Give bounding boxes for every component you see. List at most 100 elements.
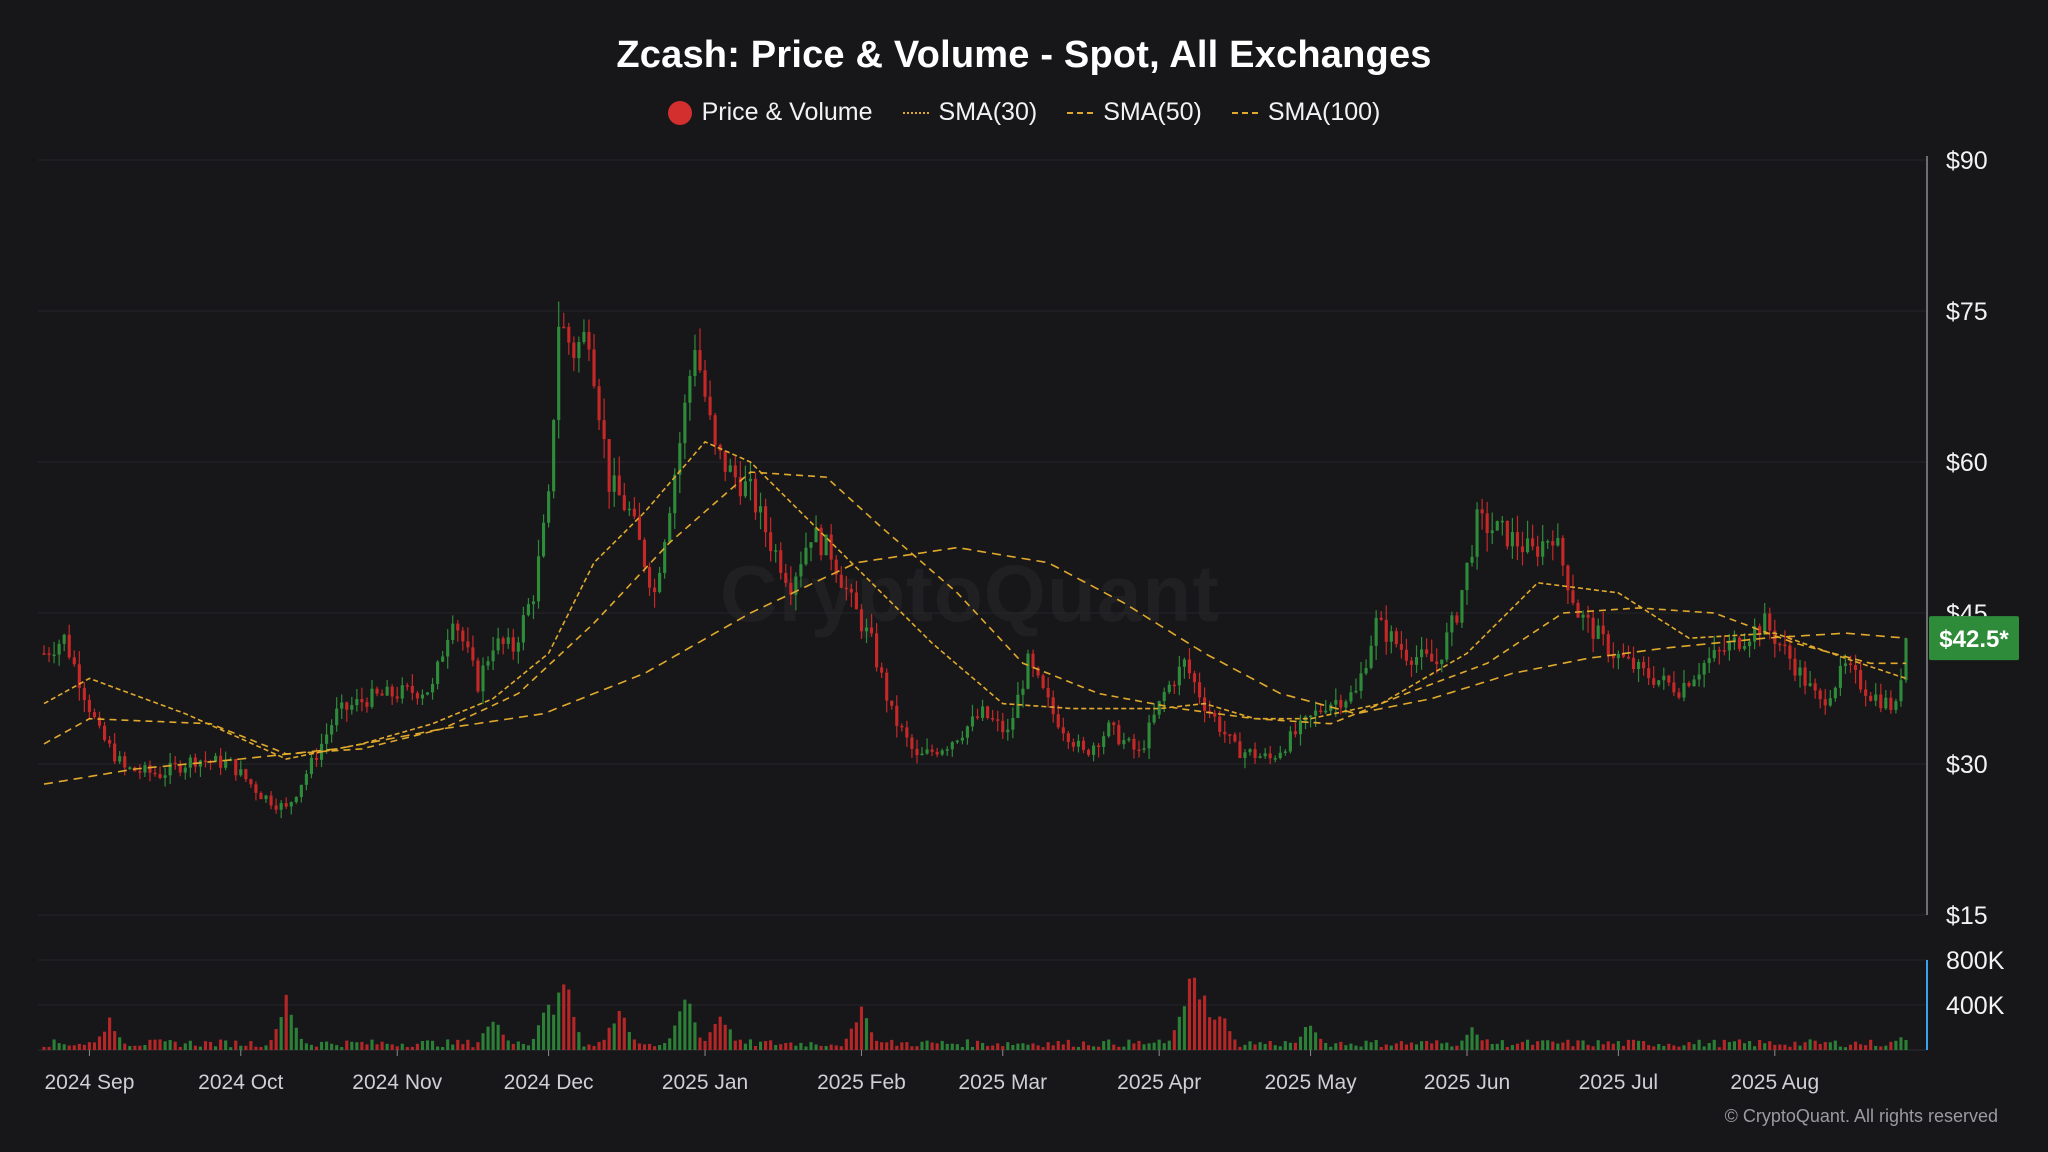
candle-body <box>471 647 475 661</box>
candle-body <box>1293 731 1297 735</box>
candle-body <box>456 623 460 631</box>
candle-body <box>1571 590 1575 603</box>
candle-body <box>168 762 172 776</box>
candle-body <box>698 350 702 371</box>
volume-bar <box>708 1032 712 1050</box>
candle-body <box>1470 556 1474 563</box>
volume-bar <box>1248 1041 1252 1050</box>
volume-bar <box>592 1045 596 1050</box>
chart-legend: Price & Volume SMA(30) SMA(50) SMA(100) <box>0 98 2048 127</box>
sma50-line <box>43 471 1906 755</box>
candle-body <box>259 792 263 800</box>
volume-bar <box>597 1041 601 1050</box>
x-tick-label: 2025 Apr <box>1117 1071 1201 1094</box>
candle-body <box>627 508 631 511</box>
volume-bar <box>244 1045 248 1050</box>
price-tick-label: $30 <box>1946 751 1988 779</box>
volume-bar <box>1076 1046 1081 1050</box>
candle-body <box>77 664 81 688</box>
volume-bar <box>1480 1040 1484 1050</box>
volume-bar <box>1808 1039 1812 1050</box>
candle-body <box>314 757 319 760</box>
volume-bar <box>229 1047 233 1050</box>
candle-body <box>511 637 515 652</box>
candle-body <box>607 439 611 492</box>
candle-body <box>1525 538 1530 553</box>
candle-body <box>637 516 642 540</box>
volume-bar <box>451 1044 455 1050</box>
candle-body <box>1515 532 1520 547</box>
volume-bar <box>1894 1040 1898 1050</box>
volume-bar <box>1359 1046 1363 1050</box>
volume-bar <box>1848 1044 1853 1050</box>
volume-bar <box>1823 1042 1827 1050</box>
candle-body <box>486 661 490 666</box>
volume-bar <box>148 1039 152 1050</box>
candle-body <box>1097 745 1101 748</box>
volume-bar <box>1122 1046 1126 1050</box>
legend-label: SMA(30) <box>938 98 1038 126</box>
volume-bar <box>1631 1039 1636 1050</box>
candle-body <box>678 443 682 475</box>
candle-body <box>365 702 369 707</box>
volume-bar <box>102 1031 107 1050</box>
volume-bar <box>1182 1006 1186 1050</box>
candle-body <box>1228 734 1232 736</box>
volume-bar <box>562 984 566 1050</box>
candle-body <box>1591 617 1595 639</box>
volume-bar <box>1273 1045 1277 1050</box>
volume-bar <box>1758 1039 1762 1050</box>
candle-body <box>102 725 107 741</box>
volume-bar <box>1904 1040 1908 1050</box>
legend-item-sma50[interactable]: SMA(50) <box>1067 98 1202 127</box>
legend-item-sma30[interactable]: SMA(30) <box>902 98 1038 127</box>
volume-bar <box>133 1045 137 1050</box>
candle-body <box>647 567 652 588</box>
candle-body <box>1011 717 1015 730</box>
volume-bar <box>441 1047 445 1050</box>
volume-bar <box>1117 1046 1121 1050</box>
candle-body <box>62 634 66 644</box>
volume-bar <box>491 1021 495 1050</box>
candle-body <box>1768 613 1772 631</box>
candle-body <box>612 475 616 492</box>
volume-bar <box>370 1039 374 1050</box>
candle-body <box>1414 657 1419 665</box>
volume-bar <box>602 1039 606 1050</box>
volume-bar <box>1621 1045 1625 1050</box>
candle-body <box>97 717 102 726</box>
volume-bar <box>294 1027 298 1050</box>
candle-body <box>330 725 334 735</box>
volume-bar <box>1843 1047 1848 1050</box>
volume-bar <box>1369 1042 1373 1050</box>
volume-bar <box>849 1028 853 1050</box>
volume-bar <box>1288 1042 1292 1050</box>
volume-bar <box>1107 1039 1111 1050</box>
volume-bar <box>713 1023 717 1050</box>
volume-bar <box>1036 1045 1040 1050</box>
volume-bar <box>1495 1043 1499 1050</box>
volume-bar <box>829 1044 833 1050</box>
candle-body <box>395 696 399 699</box>
candle-body <box>1021 688 1025 695</box>
candle-body <box>1601 625 1605 635</box>
volume-bar <box>541 1012 546 1050</box>
volume-bar <box>1601 1044 1605 1050</box>
candle-body <box>1818 690 1822 700</box>
legend-item-sma100[interactable]: SMA(100) <box>1231 98 1380 127</box>
candle-body <box>355 699 359 706</box>
volume-bar <box>834 1045 838 1050</box>
candle-body <box>839 574 843 588</box>
volume-bar <box>1853 1041 1858 1050</box>
candle-body <box>67 634 71 658</box>
volume-bar <box>1314 1032 1318 1050</box>
legend-item-price-volume[interactable]: Price & Volume <box>667 98 873 127</box>
candle-body <box>345 702 349 710</box>
volume-bar <box>1208 1017 1212 1050</box>
candle-body <box>441 656 445 662</box>
candle-body <box>294 796 298 803</box>
volume-bar <box>1293 1042 1297 1050</box>
volume-bar <box>501 1034 505 1050</box>
volume-bar <box>577 1032 581 1050</box>
